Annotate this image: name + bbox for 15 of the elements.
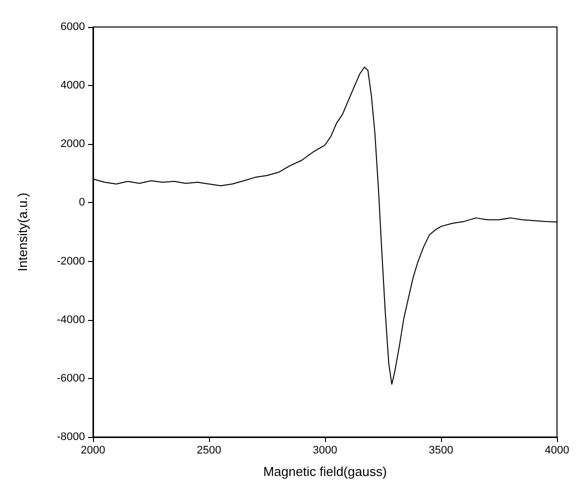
y-tick-label: 4000 <box>60 80 85 92</box>
y-tick-label: 2000 <box>60 138 85 150</box>
x-tick-label: 3000 <box>312 444 338 456</box>
x-tick-label: 3500 <box>428 444 454 456</box>
y-tick-label: -4000 <box>56 314 85 326</box>
y-tick-label: 6000 <box>60 21 85 33</box>
y-tick-label: -8000 <box>56 431 85 443</box>
x-tick-label: 2000 <box>80 444 106 456</box>
x-tick-label: 4000 <box>544 444 570 456</box>
y-tick-label: 0 <box>78 196 85 209</box>
y-tick-label: -2000 <box>56 255 85 268</box>
x-tick-label: 2500 <box>196 444 222 456</box>
x-axis-title: Magnetic field(gauss) <box>263 464 387 479</box>
y-tick-label: -6000 <box>56 372 85 384</box>
y-axis-title: Intensity(a.u.) <box>15 192 30 272</box>
